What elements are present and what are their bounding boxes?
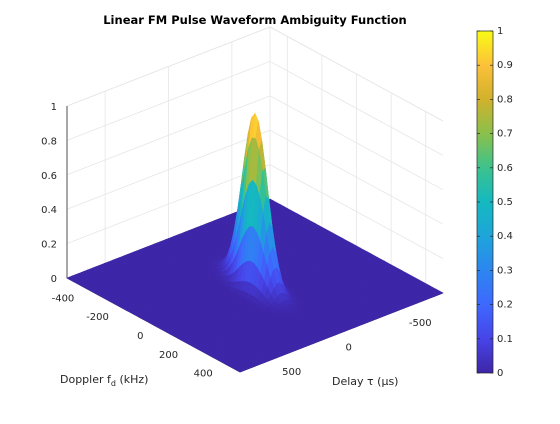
colorbar-tick-label: 0.2 bbox=[497, 300, 513, 311]
colorbar: 0 0.1 0.2 0.3 0.4 0.5 0.6 0.7 0.8 0.9 1 bbox=[476, 26, 513, 379]
x-tick-label: -500 bbox=[409, 318, 432, 329]
z-tick-label: 0.4 bbox=[41, 205, 57, 216]
z-tick-label: 0.8 bbox=[41, 136, 57, 147]
colorbar-tick-label: 0.4 bbox=[497, 231, 513, 242]
z-tick-label: 0.2 bbox=[41, 240, 57, 251]
z-tick-label: 0.6 bbox=[41, 171, 57, 182]
colorbar-tick-label: 1 bbox=[497, 26, 503, 37]
x-tick-label: 500 bbox=[282, 367, 301, 378]
top-frame-line bbox=[66, 26, 444, 122]
colorbar-tick-label: 0 bbox=[497, 368, 503, 379]
tick-labels: 0 0.2 0.4 0.6 0.8 1 -400 -200 0 200 400 -500 0 500 bbox=[41, 102, 432, 380]
surface-plot bbox=[66, 112, 444, 373]
y-tick-label: -400 bbox=[52, 293, 75, 304]
y-tick-label: -200 bbox=[86, 312, 109, 323]
surface-cell bbox=[235, 368, 244, 373]
colorbar-tick-label: 0.3 bbox=[497, 265, 513, 276]
x-tick-label: 0 bbox=[346, 343, 352, 354]
y-tick-label: 0 bbox=[137, 331, 143, 342]
y-tick-label: 400 bbox=[194, 369, 213, 380]
colorbar-tick-label: 0.7 bbox=[497, 129, 513, 140]
colorbar-tick-label: 0.6 bbox=[497, 163, 513, 174]
colorbar-tick-label: 0.9 bbox=[497, 60, 513, 71]
y-tick-label: 200 bbox=[159, 350, 178, 361]
z-tick-label: 0 bbox=[51, 274, 57, 285]
chart-title: Linear FM Pulse Waveform Ambiguity Funct… bbox=[103, 13, 407, 27]
colorbar-ticks: 0 0.1 0.2 0.3 0.4 0.5 0.6 0.7 0.8 0.9 1 bbox=[477, 26, 513, 379]
colorbar-tick-label: 0.8 bbox=[497, 94, 513, 105]
y-axis-label: Doppler fd (kHz) bbox=[60, 373, 148, 388]
colorbar-tick-label: 0.5 bbox=[497, 197, 513, 208]
x-axis-label: Delay τ (μs) bbox=[332, 375, 398, 388]
z-grid-line bbox=[66, 26, 444, 122]
z-tick-label: 1 bbox=[51, 102, 57, 113]
colorbar-tick-label: 0.1 bbox=[497, 334, 513, 345]
